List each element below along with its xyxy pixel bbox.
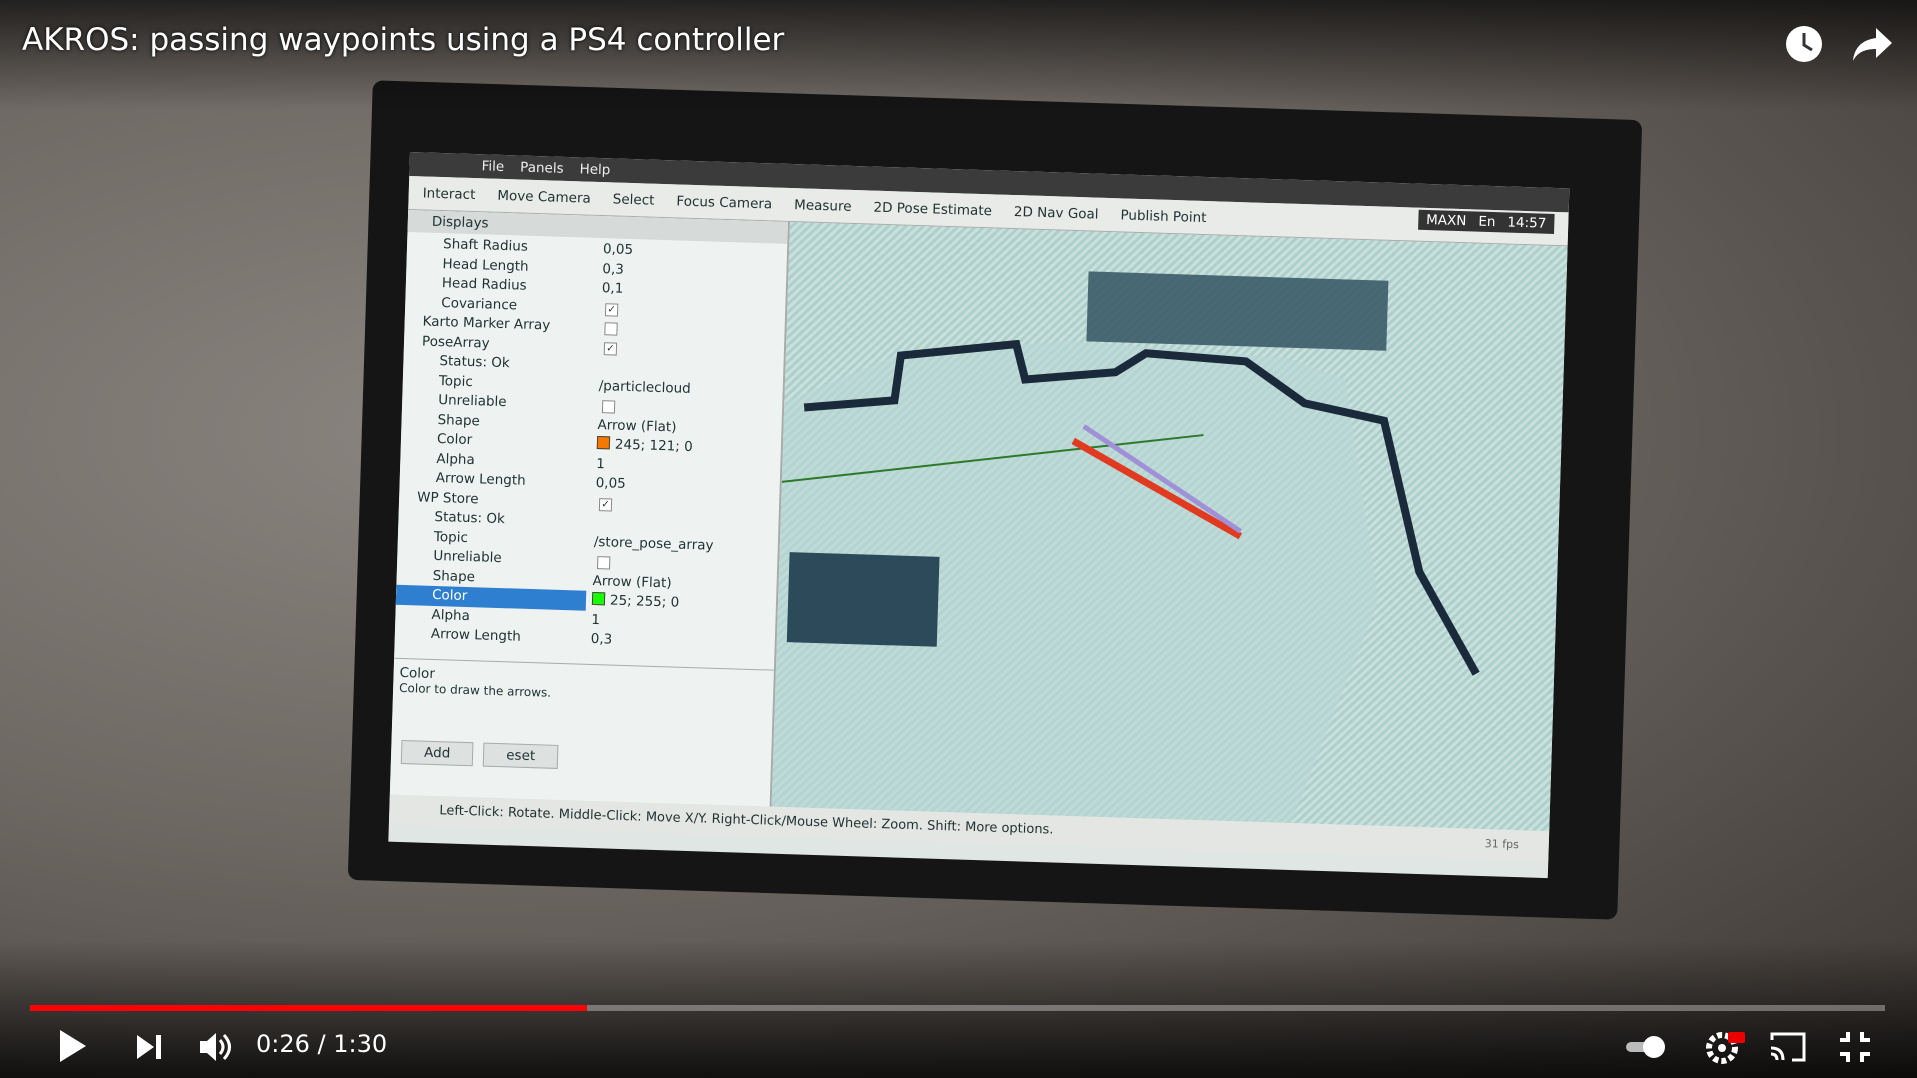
3d-view — [771, 221, 1568, 832]
tool-button[interactable]: Publish Point — [1120, 206, 1207, 226]
buttons: Add eset — [391, 740, 782, 776]
map-drawing — [771, 271, 1480, 824]
tool-button[interactable]: Move Camera — [497, 187, 592, 207]
rviz-screen: File Panels Help Interact Move Camera Select… — [388, 152, 1570, 879]
watch-later[interactable] — [1784, 24, 1824, 64]
property-value: 0,05 — [603, 240, 634, 260]
description: Color Color to draw the arrows. — [391, 657, 774, 740]
checkbox[interactable] — [604, 322, 618, 336]
property-value: 0,3 — [590, 630, 613, 650]
value-text: 1 — [591, 611, 601, 628]
panel-button[interactable]: Add — [400, 740, 474, 767]
time-display: 0:26 / 1:30 — [256, 1030, 388, 1058]
settings[interactable] — [1706, 1030, 1746, 1066]
video-title[interactable]: AKROS: passing waypoints using a PS4 con… — [22, 22, 785, 58]
play[interactable] — [56, 1028, 88, 1064]
value-text: /store_pose_array — [593, 533, 714, 554]
tray-item: En — [1478, 213, 1496, 231]
value-text: 0,05 — [595, 475, 626, 492]
checkbox[interactable] — [596, 556, 611, 570]
value-text: 0,3 — [602, 260, 625, 278]
value-text: 245; 121; 0 — [614, 436, 693, 456]
tool-button[interactable]: Select — [612, 190, 655, 209]
volume[interactable] — [198, 1030, 232, 1064]
property-value: 1 — [596, 455, 605, 475]
tray-item: 14:57 — [1507, 214, 1547, 232]
tool-button[interactable]: 2D Nav Goal — [1013, 203, 1099, 223]
property-value: 25; 255; 0 — [591, 591, 680, 613]
tool-button[interactable]: 2D Pose Estimate — [873, 199, 993, 219]
value-text: Arrow (Flat) — [597, 416, 677, 436]
progress-track[interactable] — [30, 1005, 1885, 1011]
checkbox[interactable]: ✓ — [604, 302, 619, 317]
value-text: Arrow (Flat) — [592, 572, 672, 591]
value-text: 25; 255; 0 — [609, 592, 680, 611]
tool-button[interactable]: Focus Camera — [676, 192, 773, 212]
color-swatch — [596, 436, 611, 450]
value-text: 0,3 — [590, 630, 613, 648]
property-value: 0,05 — [595, 474, 626, 494]
color-swatch — [591, 591, 606, 606]
panel-button[interactable]: eset — [482, 742, 559, 769]
system-tray: MAXN En 14:57 — [1417, 209, 1555, 234]
tool-button[interactable]: Interact — [422, 184, 476, 203]
tray-item: MAXN — [1425, 211, 1467, 230]
next[interactable] — [134, 1032, 164, 1062]
checkbox[interactable] — [601, 400, 616, 414]
exit-fullscreen[interactable] — [1838, 1030, 1872, 1064]
menu-item[interactable]: Help — [579, 161, 611, 179]
value-text: 1 — [596, 455, 606, 472]
property-value: Arrow (Flat) — [597, 416, 677, 438]
fps: 31 fps — [1484, 837, 1519, 852]
menu-item[interactable]: Panels — [519, 159, 564, 177]
checkbox[interactable]: ✓ — [598, 497, 613, 512]
property-value: 0,1 — [601, 279, 624, 299]
tool-button[interactable]: Measure — [793, 196, 852, 215]
property-value: 0,3 — [602, 260, 624, 280]
property-value: Arrow (Flat) — [592, 571, 672, 593]
top-shade — [0, 0, 1917, 110]
value-text: /particlecloud — [598, 377, 691, 397]
value-text: 0,05 — [602, 241, 634, 259]
displays-panel: Displays Shaft Radius 0,05 Head Length 0,3 H… — [389, 209, 790, 807]
value-text: 0,1 — [601, 280, 624, 297]
menu-item[interactable]: File — [481, 158, 505, 175]
share[interactable] — [1852, 26, 1894, 62]
autoplay-toggle[interactable] — [1624, 1034, 1670, 1060]
checkbox[interactable]: ✓ — [603, 341, 618, 356]
cast[interactable] — [1768, 1030, 1808, 1064]
property-value: 1 — [591, 610, 600, 630]
progress-played — [30, 1005, 587, 1011]
